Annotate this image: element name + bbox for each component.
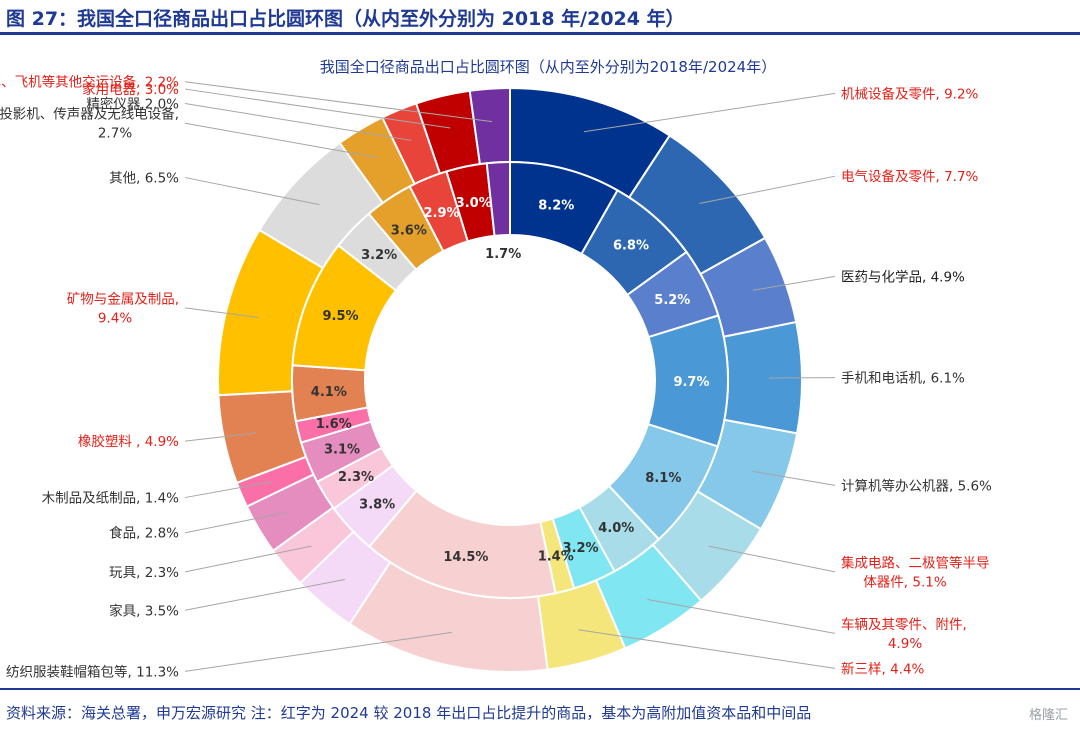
inner-value-label-13: 4.1%: [311, 385, 347, 400]
inner-value-label-15: 3.2%: [361, 248, 397, 263]
outer-label-line: 家具, 3.5%: [109, 602, 179, 619]
inner-value-label-0: 8.2%: [538, 199, 574, 214]
inner-value-label-7: 1.4%: [538, 550, 574, 565]
outer-label-10: 玩具, 2.3%: [109, 565, 179, 581]
outer-label-line: 食品, 2.8%: [109, 525, 179, 542]
leader-line-0: [583, 92, 836, 133]
inner-value-label-8: 14.5%: [443, 550, 488, 565]
inner-ring-2018: [291, 160, 729, 599]
leader-line-10: [184, 545, 312, 573]
figure-header: 图 27：我国全口径商品出口占比圆环图（从内至外分别为 2018 年/2024 …: [0, 0, 1080, 35]
outer-label-line: 其他, 6.5%: [109, 171, 179, 187]
leader-line-12: [184, 481, 272, 499]
leader-lines: [184, 81, 836, 672]
outer-label-line: 4.9%: [888, 636, 922, 652]
outer-label-17: 精密仪器,2.0%: [86, 95, 179, 112]
inner-value-label-17: 2.9%: [424, 206, 460, 221]
footer-rule: [0, 688, 1080, 690]
outer-label-18: 家用电器, 3.0%: [82, 81, 179, 98]
header-rule: [0, 32, 1080, 35]
figure-title: 图 27：我国全口径商品出口占比圆环图（从内至外分别为 2018 年/2024 …: [6, 8, 685, 30]
inner-value-label-19: 1.7%: [485, 247, 521, 262]
leader-line-5: [708, 545, 836, 573]
leader-line-11: [184, 511, 288, 534]
chart-title: 我国全口径商品出口占比圆环图（从内至外分别为2018年/2024年）: [320, 58, 776, 76]
figure-footer: 资料来源：海关总署，申万宏源研究 注：红字为 2024 较 2018 年出口占比…: [6, 704, 812, 722]
leader-line-18: [184, 88, 451, 129]
inner-value-label-11: 3.1%: [324, 443, 360, 458]
outer-label-9: 家具, 3.5%: [109, 602, 179, 619]
outer-label-line: 车辆及其零件、附件,: [841, 616, 967, 633]
outer-label-13: 橡胶塑料 , 4.9%: [78, 433, 179, 450]
inner-value-label-9: 3.8%: [359, 498, 395, 513]
outer-label-4: 计算机等办公机器, 5.6%: [841, 477, 992, 494]
inner-value-label-6: 3.2%: [563, 541, 599, 556]
watermark-logo: 格隆汇: [1028, 708, 1068, 723]
outer-label-line: 体器件, 5.1%: [863, 574, 947, 590]
outer-label-line: 9.4%: [98, 310, 132, 326]
outer-label-line: 新三样, 4.4%: [841, 661, 925, 677]
outer-label-line: 手机和电话机, 6.1%: [841, 371, 965, 387]
leader-line-13: [184, 432, 257, 442]
outer-label-1: 电气设备及零件, 7.7%: [841, 168, 979, 185]
outer-label-19: 火车、飞机等其他交运设备, 2.2%: [0, 74, 179, 91]
leader-line-9: [184, 578, 345, 611]
leader-line-19: [184, 81, 493, 123]
outer-ring-2024: [217, 86, 803, 673]
outer-label-3: 手机和电话机, 6.1%: [841, 371, 965, 387]
outer-label-line: 木制品及纸制品, 1.4%: [42, 491, 180, 507]
outer-label-line: 投影机、传声器及无线电设备,: [0, 106, 179, 123]
outer-label-14: 矿物与金属及制品, 9.4%: [67, 291, 179, 326]
outer-label-line: 火车、飞机等其他交运设备, 2.2%: [0, 74, 179, 91]
leader-line-16: [184, 122, 378, 159]
leader-line-15: [184, 177, 320, 206]
outer-label-line: 矿物与金属及制品,: [67, 291, 179, 307]
outer-label-line: 玩具, 2.3%: [109, 565, 179, 581]
leader-line-7: [578, 629, 836, 669]
outer-label-6: 车辆及其零件、附件, 4.9%: [841, 616, 967, 652]
leader-line-8: [184, 631, 452, 672]
leader-line-1: [699, 175, 836, 204]
outer-label-12: 木制品及纸制品, 1.4%: [42, 491, 180, 507]
leader-line-2: [752, 275, 836, 291]
outer-label-8: 纺织服装鞋帽箱包等, 11.3%: [6, 663, 179, 680]
outer-label-line: 医药与化学品, 4.9%: [841, 269, 965, 285]
outer-category-labels: 机械设备及零件, 9.2% 电气设备及零件, 7.7% 医药与化学品, 4.9% 手机…: [0, 74, 992, 681]
outer-label-line: 橡胶塑料 , 4.9%: [78, 433, 179, 450]
outer-label-line: 精密仪器,2.0%: [86, 95, 179, 112]
inner-value-label-1: 6.8%: [613, 239, 649, 254]
outer-label-2: 医药与化学品, 4.9%: [841, 269, 965, 285]
outer-label-line: 计算机等办公机器, 5.6%: [841, 477, 992, 494]
leader-line-14: [184, 307, 259, 318]
outer-label-line: 机械设备及零件, 9.2%: [841, 85, 979, 102]
outer-label-16: 投影机、传声器及无线电设备, 2.7%: [0, 106, 179, 142]
outer-label-line: 2.7%: [98, 126, 132, 142]
inner-value-label-4: 8.1%: [645, 471, 681, 486]
inner-value-label-12: 1.6%: [316, 417, 352, 432]
inner-value-label-5: 4.0%: [598, 521, 634, 536]
outer-label-7: 新三样, 4.4%: [841, 661, 925, 677]
inner-value-label-10: 2.3%: [338, 470, 374, 485]
ring-2018-slice-19: [485, 160, 511, 237]
inner-value-label-16: 3.6%: [391, 223, 427, 238]
outer-label-line: 电气设备及零件, 7.7%: [841, 168, 979, 185]
outer-label-line: 家用电器, 3.0%: [82, 81, 179, 98]
leader-line-6: [647, 598, 836, 634]
leader-line-17: [184, 102, 412, 141]
inner-value-label-3: 9.7%: [673, 375, 709, 390]
outer-label-0: 机械设备及零件, 9.2%: [841, 85, 979, 102]
inner-value-label-2: 5.2%: [654, 293, 690, 308]
outer-label-15: 其他, 6.5%: [109, 171, 179, 187]
inner-value-label-14: 9.5%: [323, 309, 359, 324]
outer-label-line: 集成电路、二极管等半导: [841, 554, 990, 571]
leader-line-4: [752, 470, 836, 486]
outer-label-11: 食品, 2.8%: [109, 525, 179, 542]
outer-label-line: 纺织服装鞋帽箱包等, 11.3%: [6, 663, 179, 680]
inner-value-label-18: 3.0%: [456, 196, 492, 211]
inner-value-labels: 8.2%6.8%5.2%9.7%8.1%4.0%3.2%1.4%14.5%3.8…: [311, 196, 710, 565]
outer-label-5: 集成电路、二极管等半导体器件, 5.1%: [841, 554, 990, 590]
